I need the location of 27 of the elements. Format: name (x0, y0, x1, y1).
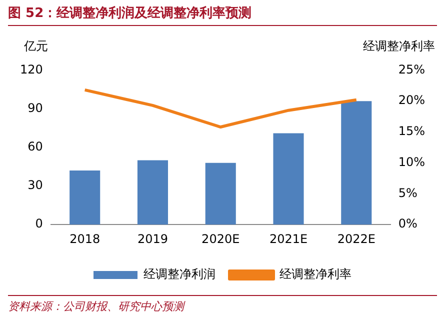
y2-axis-title: 经调整净利率 (363, 38, 435, 55)
legend-label: 经调整净利率 (280, 267, 352, 282)
y2-tick-label: 0% (398, 216, 418, 231)
y-tick-label: 0 (35, 216, 43, 231)
y2-tick-label: 10% (398, 154, 425, 169)
x-tick-label: 2020E (202, 232, 240, 246)
bar (70, 170, 100, 225)
x-tick-label: 2018 (70, 232, 100, 246)
legend-label: 经调整净利润 (144, 267, 216, 282)
bar (341, 101, 372, 225)
bar (137, 160, 168, 225)
y2-tick-label: 15% (398, 124, 425, 138)
bar (273, 133, 304, 225)
x-tick-label: 2021E (269, 232, 308, 246)
y-tick-label: 90 (28, 100, 43, 115)
y-tick-label: 30 (28, 178, 43, 192)
x-tick-label: 2019 (137, 232, 168, 246)
y2-tick-label: 25% (398, 62, 425, 76)
y-tick-label: 120 (20, 62, 43, 76)
y-tick-label: 60 (28, 140, 43, 154)
text: 资料来源：公司财报、研究中心预测 (8, 295, 437, 314)
y2-tick-label: 20% (398, 93, 425, 108)
y2-tick-label: 5% (398, 186, 418, 200)
bar (205, 162, 236, 225)
chart-title: 图 52：经调整净利润及经调整净利率预测 (8, 4, 437, 26)
x-tick-label: 2022E (337, 232, 376, 246)
y-axis-title: 亿元 (24, 38, 48, 55)
